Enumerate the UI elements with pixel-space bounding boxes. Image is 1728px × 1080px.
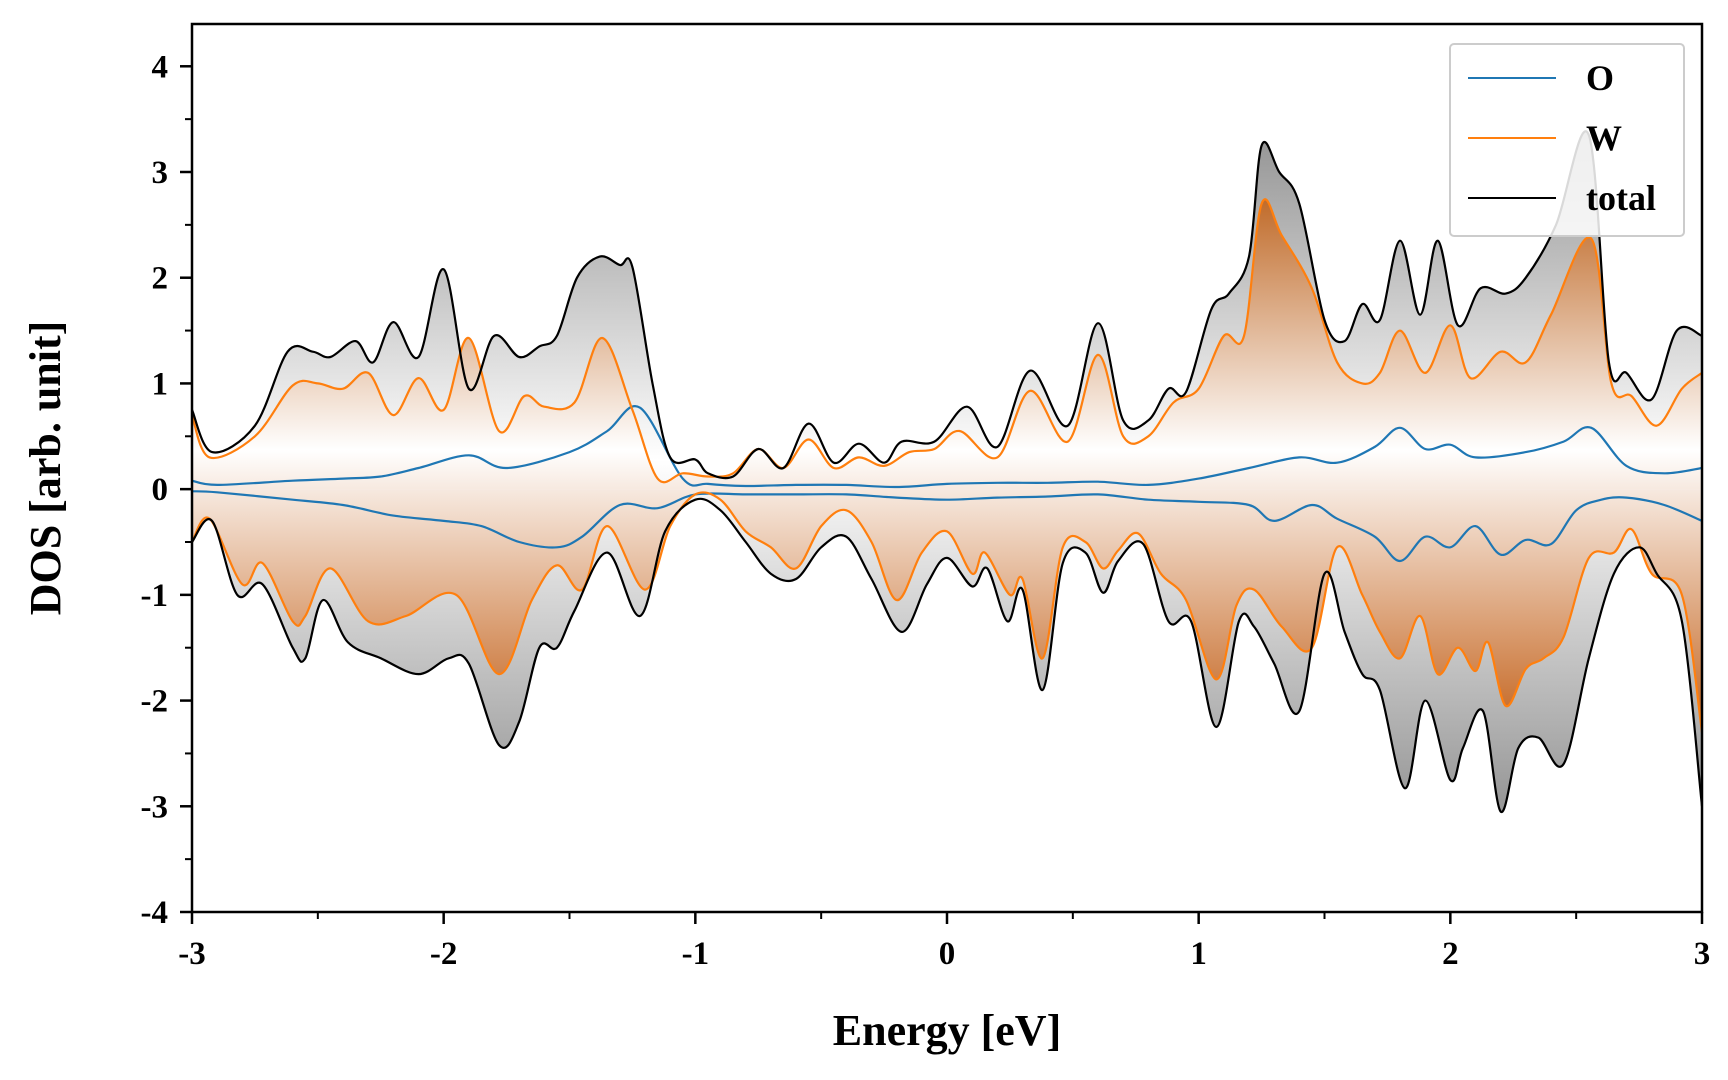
x-tick-label: 3 xyxy=(1694,936,1711,972)
y-tick-label: 3 xyxy=(152,155,169,191)
line-o-up xyxy=(192,405,1702,489)
area-fills xyxy=(192,131,1702,813)
x-tick-label: 0 xyxy=(939,936,956,972)
line-w-down xyxy=(192,491,1702,733)
y-tick-label: -3 xyxy=(141,789,169,825)
line-total-down xyxy=(192,497,1702,813)
legend-label-o: O xyxy=(1586,58,1614,98)
x-axis-label: Energy [eV] xyxy=(833,1006,1062,1055)
x-tick-label: 2 xyxy=(1442,936,1459,972)
line-w-up xyxy=(192,198,1702,484)
y-tick-label: -4 xyxy=(141,895,169,931)
x-axis: -3 -2 -1 0 1 2 3 xyxy=(178,912,1710,972)
x-tick-label: -2 xyxy=(430,936,458,972)
y-tick-label: 4 xyxy=(152,49,169,85)
x-tick-label: 1 xyxy=(1190,936,1207,972)
area-w-up xyxy=(192,199,1702,490)
y-tick-label: 0 xyxy=(152,472,169,508)
y-tick-label: 2 xyxy=(152,261,169,297)
x-tick-label: -1 xyxy=(682,936,710,972)
y-tick-label: 1 xyxy=(152,366,169,402)
line-total-up xyxy=(192,130,1702,480)
y-tick-label: -1 xyxy=(141,578,169,614)
line-o-down xyxy=(192,490,1702,563)
area-w-down xyxy=(192,489,1702,733)
legend-label-w: W xyxy=(1586,118,1622,158)
legend: O W total xyxy=(1449,43,1685,237)
legend-label-total: total xyxy=(1586,178,1656,218)
y-axis: 4 3 2 1 0 -1 -2 -3 -4 xyxy=(141,49,192,931)
legend-box xyxy=(1449,43,1685,237)
series-lines xyxy=(192,130,1702,813)
x-tick-label: -3 xyxy=(178,936,206,972)
y-axis-label: DOS [arb. unit] xyxy=(21,321,70,616)
y-tick-label: -2 xyxy=(141,684,169,720)
